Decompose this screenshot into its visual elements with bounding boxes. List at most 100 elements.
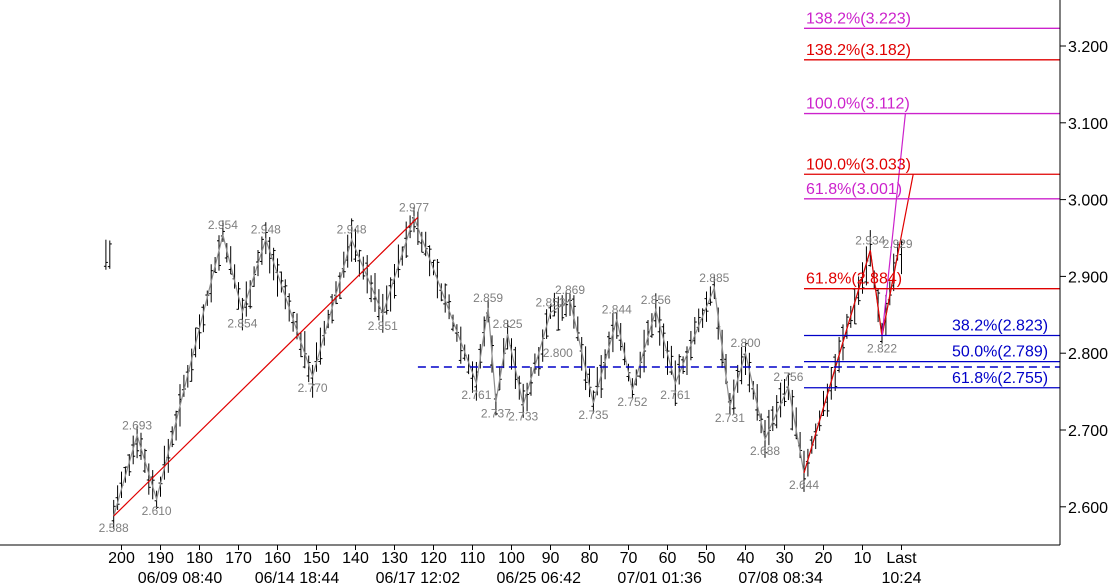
price-bar bbox=[458, 326, 463, 364]
magenta-trend-line bbox=[881, 113, 906, 337]
price-bar bbox=[127, 454, 132, 476]
swing-label: 2.853 bbox=[535, 295, 565, 309]
price-bar bbox=[201, 304, 206, 333]
x-tick-label: 200 bbox=[108, 550, 135, 567]
price-bar bbox=[829, 366, 834, 400]
price-bar bbox=[677, 354, 682, 385]
price-bar bbox=[529, 366, 533, 396]
price-bar bbox=[369, 275, 374, 303]
x-tick-label: 40 bbox=[737, 550, 755, 567]
x-tick-label: 20 bbox=[815, 550, 833, 567]
price-bar bbox=[267, 237, 272, 274]
swing-label: 2.688 bbox=[750, 444, 780, 458]
x-tick-label: 60 bbox=[659, 550, 677, 567]
x-tick-label: 90 bbox=[542, 550, 560, 567]
price-bar bbox=[427, 245, 432, 277]
x-date-label: 07/08 08:34 bbox=[738, 570, 823, 587]
x-tick-label: 150 bbox=[303, 550, 330, 567]
price-bar bbox=[607, 331, 611, 359]
fib-label: 100.0%(3.033) bbox=[806, 156, 911, 173]
x-tick-label: 180 bbox=[186, 550, 213, 567]
swing-label: 2.869 bbox=[555, 283, 585, 297]
price-bar bbox=[614, 312, 619, 339]
swing-label: 2.851 bbox=[368, 319, 398, 333]
swing-label: 2.756 bbox=[773, 370, 803, 384]
swing-label: 2.610 bbox=[142, 504, 172, 518]
price-bar bbox=[248, 280, 253, 309]
swing-label: 2.856 bbox=[641, 293, 671, 307]
price-bar bbox=[174, 410, 179, 441]
swing-label: 2.731 bbox=[715, 411, 745, 425]
x-tick-label: 50 bbox=[698, 550, 716, 567]
fib-label: 38.2%(2.823) bbox=[952, 318, 1048, 335]
x-tick-label: 170 bbox=[225, 550, 252, 567]
x-tick-label: Last bbox=[886, 550, 917, 567]
x-date-label: 06/17 12:02 bbox=[376, 570, 461, 587]
swing-label: 2.761 bbox=[660, 388, 690, 402]
swing-label: 2.733 bbox=[508, 410, 538, 424]
price-bar bbox=[731, 379, 736, 415]
price-bar bbox=[240, 297, 245, 331]
price-bar bbox=[548, 304, 553, 319]
trend-lines bbox=[113, 113, 914, 517]
swing-label: 2.800 bbox=[543, 346, 573, 360]
swing-label: 2.854 bbox=[227, 317, 257, 331]
swing-label: 2.844 bbox=[602, 302, 632, 316]
price-bar bbox=[419, 231, 424, 253]
x-tick-label: 190 bbox=[147, 550, 174, 567]
swing-label: 2.859 bbox=[473, 291, 503, 305]
y-tick-label: 2.900 bbox=[1068, 269, 1108, 286]
price-bar bbox=[556, 296, 561, 331]
fib-label: 61.8%(3.001) bbox=[806, 181, 902, 198]
price-bar bbox=[825, 383, 830, 417]
swing-label: 2.761 bbox=[461, 388, 491, 402]
price-bar bbox=[899, 239, 904, 275]
y-tick-label: 2.700 bbox=[1068, 423, 1108, 440]
price-bar bbox=[443, 283, 448, 313]
x-date-label: 06/25 06:42 bbox=[497, 570, 582, 587]
price-bar bbox=[306, 355, 311, 383]
swing-label: 2.954 bbox=[208, 218, 238, 232]
x-tick-label: 30 bbox=[776, 550, 794, 567]
fib-label: 138.2%(3.223) bbox=[806, 10, 911, 27]
price-bar bbox=[217, 235, 221, 271]
swing-label: 2.934 bbox=[855, 233, 885, 247]
red-trend-line bbox=[803, 174, 914, 474]
x-tick-label: 80 bbox=[581, 550, 599, 567]
x-date-label: 06/09 08:40 bbox=[138, 570, 223, 587]
price-bar bbox=[310, 364, 315, 398]
y-tick-label: 3.100 bbox=[1068, 116, 1108, 133]
price-bar bbox=[868, 230, 873, 267]
swing-label: 2.800 bbox=[730, 336, 760, 350]
swing-label: 2.737 bbox=[481, 407, 511, 421]
price-bar bbox=[291, 311, 296, 332]
price-bar bbox=[700, 308, 705, 328]
swing-labels: 2.588 2.693 2.610 2.954 2.854 2.948 2.770 2.948… bbox=[99, 200, 913, 535]
swing-label: 2.948 bbox=[251, 223, 281, 237]
x-date-label: 07/01 01:36 bbox=[617, 570, 702, 587]
x-date-label: 06/14 18:44 bbox=[255, 570, 340, 587]
swing-label: 2.825 bbox=[493, 317, 523, 331]
fib-label: 138.2%(3.182) bbox=[806, 42, 911, 59]
price-bar bbox=[532, 353, 537, 374]
price-bar bbox=[189, 348, 194, 382]
swing-label: 2.977 bbox=[399, 200, 429, 214]
fib-label: 61.8%(2.755) bbox=[952, 370, 1048, 387]
x-tick-label: 110 bbox=[460, 550, 486, 567]
price-bar bbox=[571, 295, 576, 329]
price-bar bbox=[135, 426, 140, 459]
price-bar bbox=[564, 292, 569, 317]
x-tick-label: 140 bbox=[342, 550, 369, 567]
swing-label: 2.644 bbox=[789, 478, 819, 492]
x-tick-label: 120 bbox=[420, 550, 447, 567]
red-trend-line bbox=[113, 216, 419, 517]
price-bar bbox=[357, 249, 362, 277]
swing-label: 2.770 bbox=[298, 381, 328, 395]
x-tick-label: 100 bbox=[498, 550, 525, 567]
price-bars bbox=[103, 207, 904, 530]
fib-levels: 138.2%(3.223) 138.2%(3.182) 100.0%(3.112) 1… bbox=[417, 10, 1060, 389]
swing-label: 2.948 bbox=[337, 223, 367, 237]
price-bar bbox=[103, 239, 108, 270]
price-bar bbox=[782, 379, 787, 407]
